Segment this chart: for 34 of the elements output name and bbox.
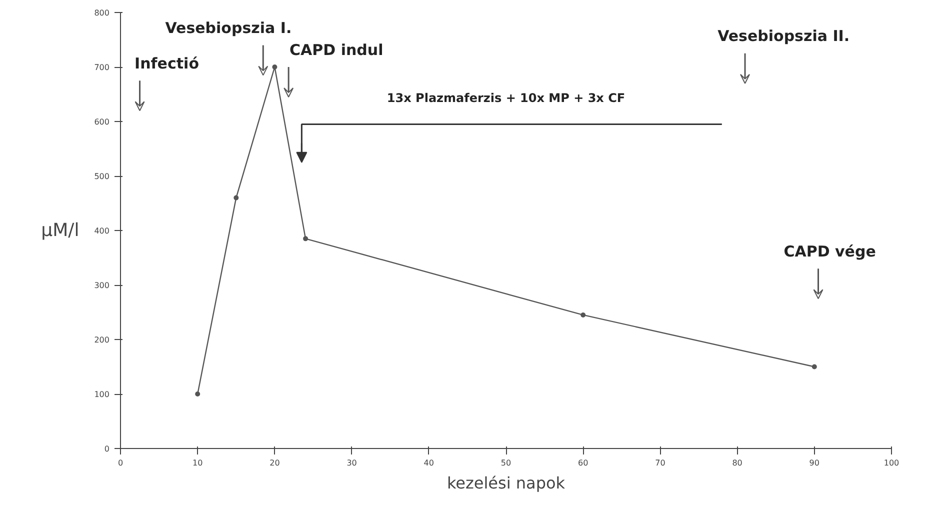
y-tick-label: 400	[94, 226, 110, 236]
y-tick-label: 200	[94, 336, 110, 344]
annotation: Vesebiopszia I.	[165, 19, 292, 38]
y-tick-label: 300	[94, 281, 110, 290]
annotation: 13x Plazmaferzis + 10x MP + 3x CF	[386, 91, 626, 106]
x-tick-label: 80	[732, 458, 742, 468]
point	[303, 236, 308, 242]
x-tick-label: 10	[192, 458, 203, 468]
annotation: CAPD vége	[784, 242, 876, 260]
annotation: Infectió	[134, 54, 199, 72]
point	[234, 195, 239, 200]
x-tick-label: 90	[809, 458, 820, 468]
point	[812, 364, 817, 370]
x-tick-label: 0	[118, 458, 124, 468]
x-tick-label: 60	[578, 458, 588, 468]
point	[580, 312, 586, 318]
x-tick-label: 40	[424, 458, 434, 468]
x-tick-label: 20	[270, 458, 280, 468]
point	[195, 392, 200, 396]
annotation: Vesebiopszia II.	[718, 27, 850, 46]
y-tick-label: 100	[94, 390, 110, 399]
y-tick-label: 0	[104, 444, 110, 454]
annotation: CAPD indul	[290, 40, 384, 59]
y-tick-label: 600	[94, 118, 110, 126]
y-tick-label: 500	[94, 172, 110, 181]
x-tick-label: 70	[655, 458, 666, 468]
y-tick-label: 700	[94, 63, 110, 72]
y-tick-label: 800	[94, 8, 110, 18]
x-axis-title: kezelési napok	[446, 474, 566, 492]
x-tick-label: 100	[884, 458, 900, 468]
x-tick-label: 30	[346, 458, 357, 468]
point	[272, 64, 278, 70]
y-axis-title: μM/l	[41, 220, 80, 241]
x-tick-label: 50	[500, 458, 512, 468]
